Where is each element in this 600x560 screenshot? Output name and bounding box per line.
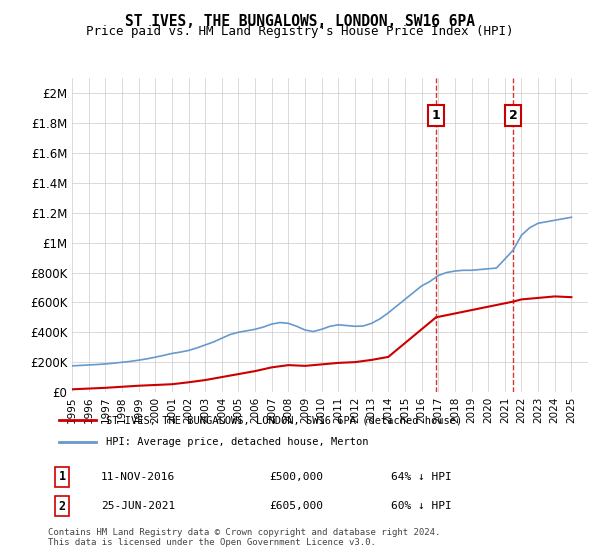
Text: 60% ↓ HPI: 60% ↓ HPI: [391, 501, 452, 511]
Text: 11-NOV-2016: 11-NOV-2016: [101, 472, 175, 482]
Text: 64% ↓ HPI: 64% ↓ HPI: [391, 472, 452, 482]
Text: 1: 1: [431, 109, 440, 122]
Text: 2: 2: [59, 500, 65, 512]
Text: Contains HM Land Registry data © Crown copyright and database right 2024.
This d: Contains HM Land Registry data © Crown c…: [48, 528, 440, 547]
Text: £500,000: £500,000: [270, 472, 324, 482]
Text: 25-JUN-2021: 25-JUN-2021: [101, 501, 175, 511]
Text: 1: 1: [59, 470, 65, 483]
Text: HPI: Average price, detached house, Merton: HPI: Average price, detached house, Mert…: [106, 437, 368, 447]
Text: ST IVES, THE BUNGALOWS, LONDON, SW16 6PA: ST IVES, THE BUNGALOWS, LONDON, SW16 6PA: [125, 14, 475, 29]
Text: 2: 2: [509, 109, 517, 122]
Text: Price paid vs. HM Land Registry's House Price Index (HPI): Price paid vs. HM Land Registry's House …: [86, 25, 514, 38]
Text: ST IVES, THE BUNGALOWS, LONDON, SW16 6PA (detached house): ST IVES, THE BUNGALOWS, LONDON, SW16 6PA…: [106, 415, 463, 425]
Text: £605,000: £605,000: [270, 501, 324, 511]
